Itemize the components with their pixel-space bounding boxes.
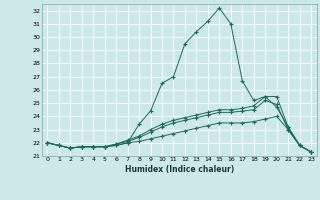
X-axis label: Humidex (Indice chaleur): Humidex (Indice chaleur) xyxy=(124,165,234,174)
